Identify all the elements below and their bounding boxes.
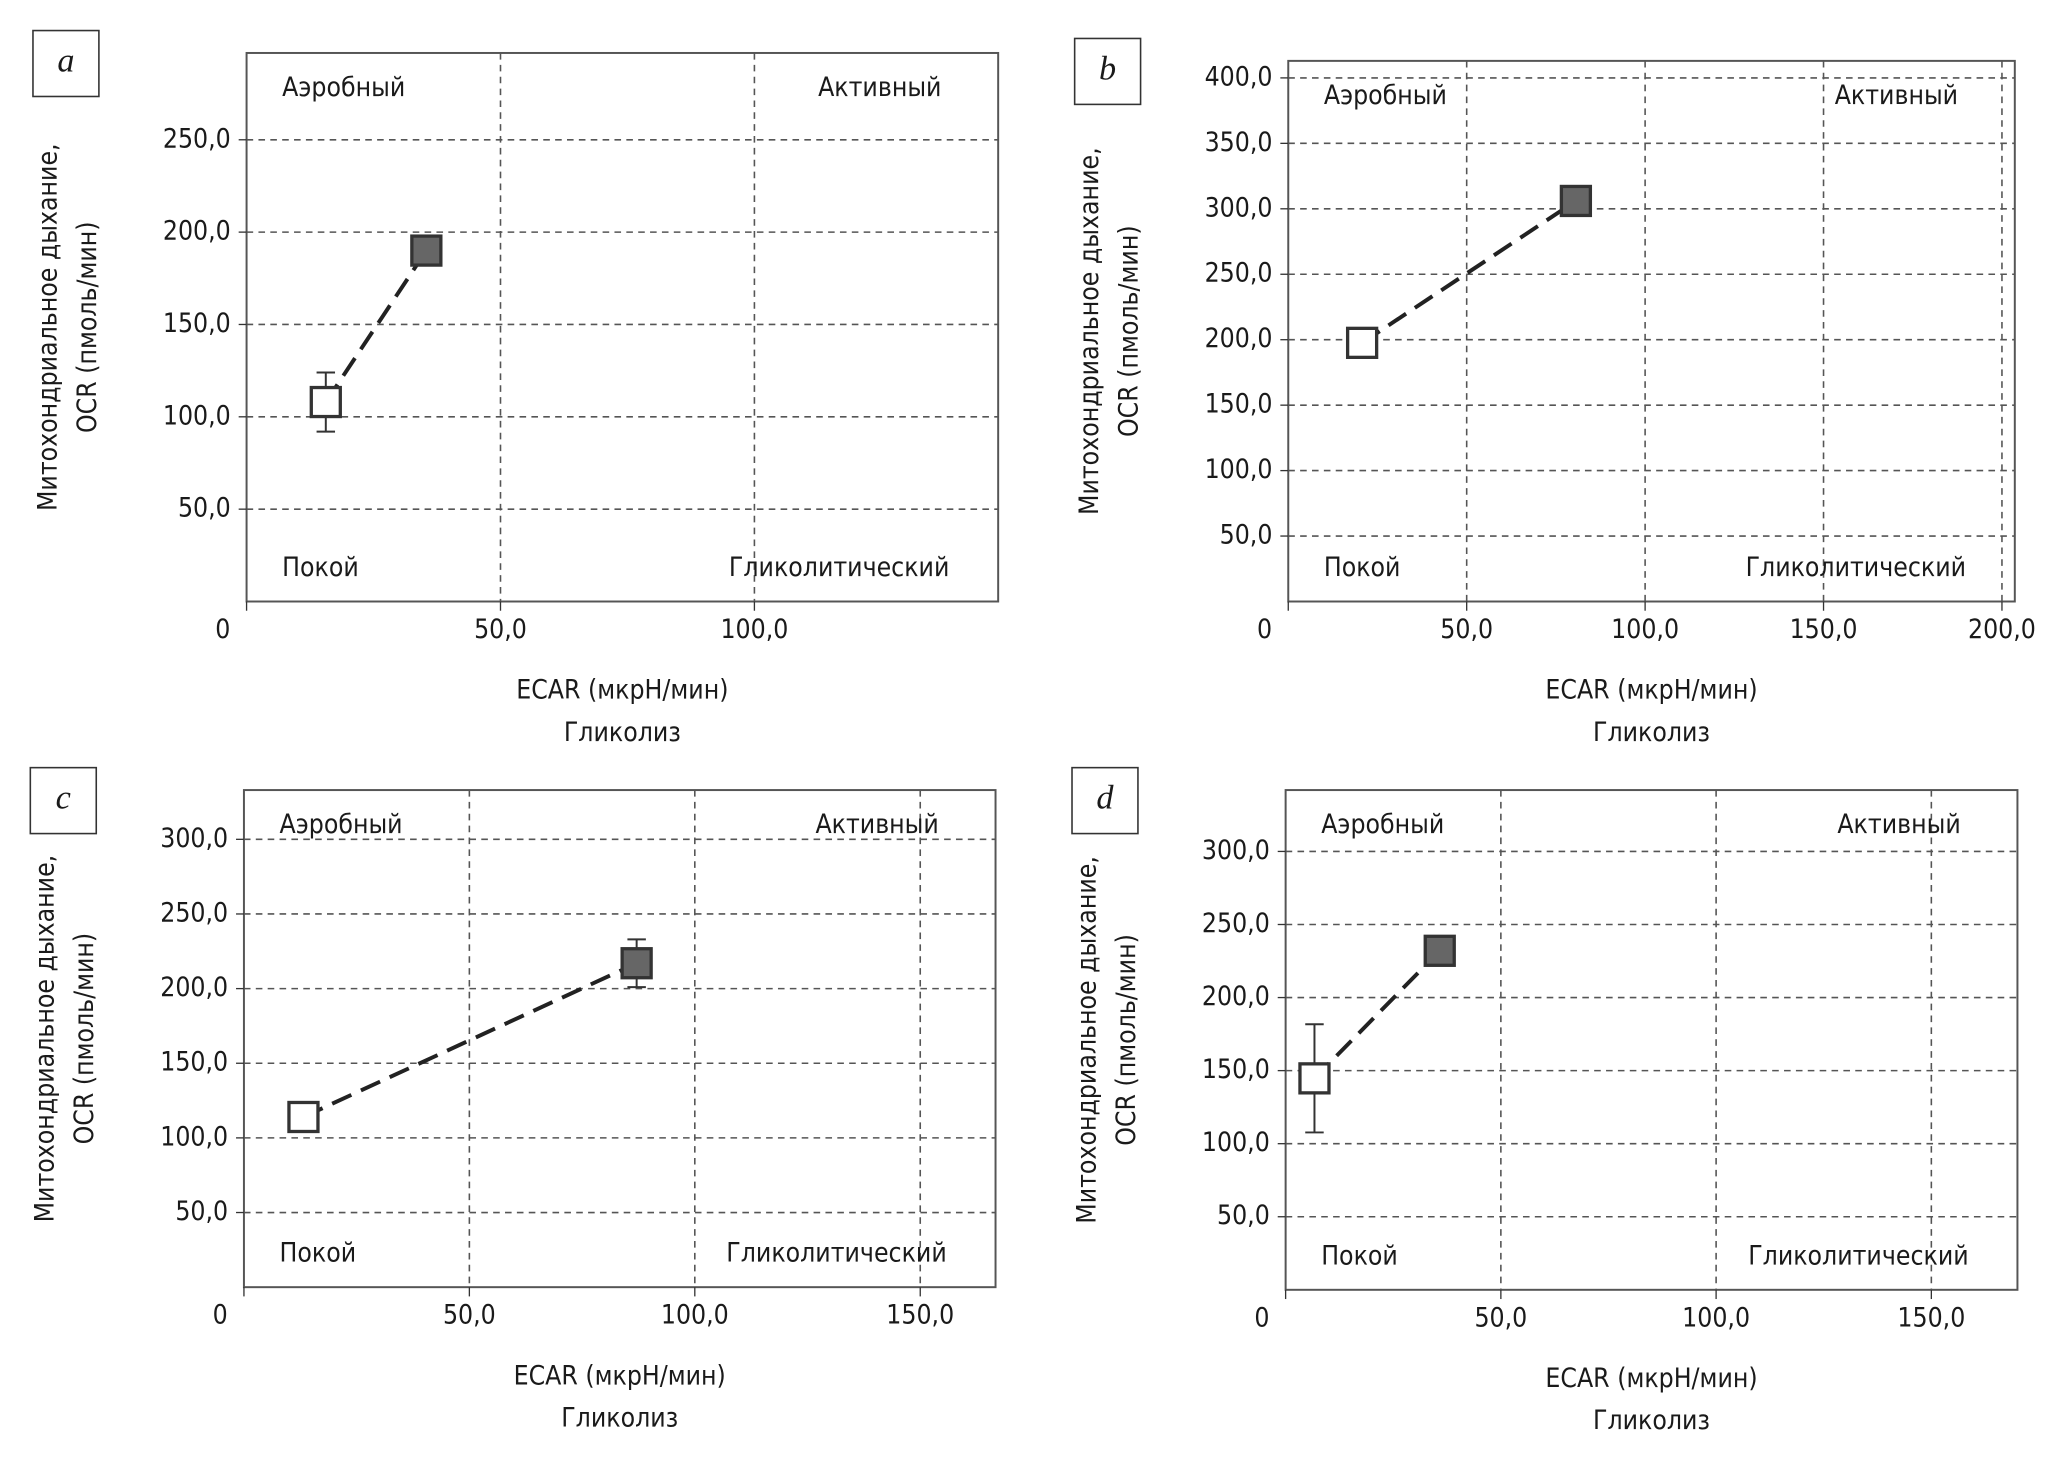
x-axis-label: Гликолиз	[1593, 718, 1710, 748]
y-tick-label: 300,0	[160, 824, 228, 854]
x-tick-label: 100,0	[1682, 1303, 1750, 1333]
y-axis-label: Митохондриальное дыхание,	[33, 143, 63, 511]
quadrant-label: Гликолитический	[726, 1239, 946, 1269]
point-marker	[1559, 184, 1593, 218]
x-tick-label: 200,0	[1968, 615, 2036, 645]
quadrant-label: Гликолитический	[1748, 1241, 1968, 1271]
connector-line	[1313, 949, 1442, 1080]
x-tick-label: 150,0	[1897, 1303, 1965, 1333]
quadrant-label: Покой	[280, 1239, 357, 1269]
quadrant-label: Покой	[1324, 553, 1401, 583]
point-marker	[1298, 1062, 1331, 1095]
y-axis-label: OCR (пмоль/мин)	[1115, 225, 1145, 437]
connector-line	[324, 249, 428, 404]
connector-line	[302, 961, 638, 1119]
y-tick-label: 150,0	[160, 1048, 228, 1078]
panel-label: c	[56, 778, 71, 816]
y-axis-label: OCR (пмоль/мин)	[70, 933, 100, 1145]
x-axis-label: Гликолиз	[564, 718, 681, 748]
plot-frame	[242, 789, 997, 1289]
point-marker	[309, 385, 342, 419]
quadrant-label: Гликолитический	[729, 553, 949, 583]
y-tick-label: 200,0	[163, 217, 231, 247]
y-tick-label: 100,0	[163, 401, 231, 431]
x-tick-label: 0	[215, 615, 230, 645]
panel-label: a	[57, 41, 74, 79]
panel-box	[1071, 766, 1139, 835]
x-tick-label: 100,0	[1611, 615, 1679, 645]
quadrant-label: Активный	[815, 810, 938, 840]
quadrant-label: Аэробный	[280, 810, 403, 840]
panel-box	[29, 766, 98, 835]
y-axis-label: OCR (пмоль/мин)	[1112, 934, 1142, 1146]
x-tick-label: 50,0	[1440, 615, 1493, 645]
quadrant-label: Аэробный	[282, 73, 405, 103]
y-tick-label: 200,0	[160, 973, 228, 1003]
quadrant-label: Покой	[1321, 1241, 1398, 1271]
panel-box	[32, 29, 100, 98]
y-tick-label: 150,0	[1202, 1055, 1270, 1085]
point-marker	[1423, 934, 1456, 967]
x-tick-label: 150,0	[1790, 615, 1858, 645]
quadrant-label: Аэробный	[1324, 81, 1447, 111]
y-tick-label: 100,0	[1202, 1128, 1270, 1158]
quadrant-label: Гликолитический	[1746, 553, 1966, 583]
x-axis-label: ECAR (мкрН/мин)	[514, 1361, 726, 1391]
y-tick-label: 300,0	[1202, 836, 1270, 866]
y-axis-label: Митохондриальное дыхание,	[1075, 147, 1105, 515]
y-tick-label: 50,0	[1217, 1201, 1270, 1231]
y-tick-label: 150,0	[1205, 390, 1273, 420]
y-tick-label: 200,0	[1202, 982, 1270, 1012]
plot-frame	[1284, 789, 2019, 1291]
quadrant-label: Активный	[1835, 81, 1958, 111]
point-marker	[287, 1100, 320, 1134]
y-axis-label: Митохондриальное дыхание,	[1072, 856, 1102, 1224]
point-marker	[1345, 326, 1379, 359]
x-axis-label: Гликолиз	[561, 1404, 678, 1434]
x-tick-label: 50,0	[1474, 1303, 1527, 1333]
x-tick-label: 0	[1257, 615, 1272, 645]
x-tick-label: 100,0	[720, 615, 788, 645]
y-tick-label: 150,0	[163, 309, 231, 339]
y-tick-label: 200,0	[1205, 324, 1273, 354]
panel-label: b	[1099, 49, 1116, 87]
x-tick-label: 50,0	[474, 615, 527, 645]
y-tick-label: 350,0	[1205, 128, 1273, 158]
plot-frame	[1287, 59, 2016, 603]
panel-box	[1073, 37, 1142, 106]
quadrant-label: Покой	[282, 553, 359, 583]
point-marker	[410, 234, 443, 267]
quadrant-label: Активный	[818, 73, 941, 103]
y-tick-label: 400,0	[1205, 62, 1273, 92]
point-marker	[620, 947, 653, 980]
plot-frame	[245, 51, 1000, 603]
y-tick-label: 100,0	[160, 1122, 228, 1152]
quadrant-label: Активный	[1837, 810, 1960, 840]
x-axis-label: Гликолиз	[1593, 1406, 1710, 1436]
y-axis-label: OCR (пмоль/мин)	[73, 221, 103, 433]
y-tick-label: 250,0	[163, 124, 231, 154]
y-tick-label: 250,0	[1202, 909, 1270, 939]
y-tick-label: 250,0	[1205, 259, 1273, 289]
panel-label: d	[1096, 778, 1114, 816]
y-tick-label: 50,0	[175, 1197, 228, 1227]
x-axis-label: ECAR (мкрН/мин)	[1545, 1364, 1757, 1394]
x-tick-label: 150,0	[886, 1301, 954, 1331]
x-tick-label: 0	[1254, 1303, 1269, 1333]
x-axis-label: ECAR (мкрН/мин)	[516, 676, 728, 706]
y-tick-label: 100,0	[1205, 455, 1273, 485]
x-tick-label: 0	[213, 1301, 228, 1331]
x-tick-label: 100,0	[661, 1301, 729, 1331]
y-axis-label: Митохондриальное дыхание,	[31, 855, 61, 1223]
x-tick-label: 50,0	[443, 1301, 496, 1331]
y-tick-label: 300,0	[1205, 193, 1273, 223]
y-tick-label: 50,0	[1220, 521, 1273, 551]
y-tick-label: 50,0	[178, 494, 231, 524]
x-axis-label: ECAR (мкрН/мин)	[1545, 676, 1757, 706]
connector-line	[1361, 199, 1577, 345]
quadrant-label: Аэробный	[1321, 810, 1444, 840]
y-tick-label: 250,0	[160, 898, 228, 928]
